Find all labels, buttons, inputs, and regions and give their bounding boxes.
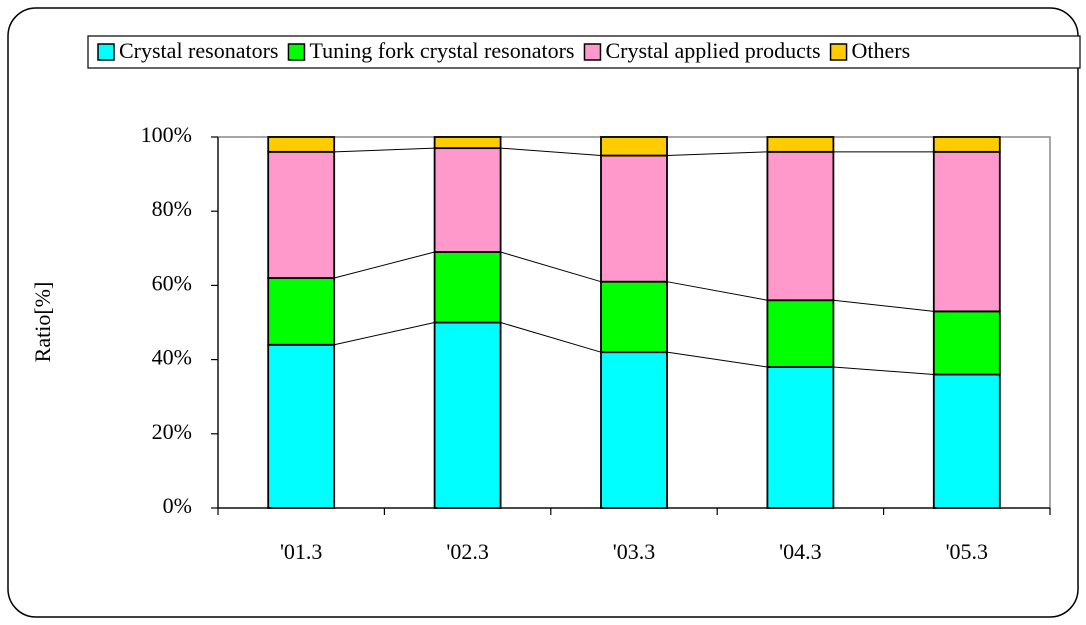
series-line — [666, 281, 768, 301]
bar-segment — [932, 373, 1001, 509]
series-line — [833, 299, 934, 312]
bar-segment — [267, 136, 336, 153]
x-tick-label: '05.3 — [946, 539, 988, 564]
bar-segment — [267, 277, 336, 346]
y-tick-label: 0% — [163, 493, 192, 518]
bar-segment — [600, 351, 668, 509]
bar-segment — [267, 343, 336, 509]
y-tick-label: 40% — [152, 345, 192, 370]
x-tick-label: '01.3 — [280, 539, 322, 564]
bar-segment — [932, 310, 1001, 376]
x-tick-label: '02.3 — [446, 539, 488, 564]
legend-label: Crystal resonators — [119, 38, 278, 63]
legend-swatch — [583, 43, 602, 61]
bar-segment — [766, 150, 835, 302]
series-line — [334, 251, 435, 279]
series-line — [500, 147, 602, 157]
y-tick-label: 20% — [152, 419, 192, 444]
series-line — [500, 251, 602, 283]
y-tick-label: 60% — [152, 270, 192, 295]
bar-segment — [433, 251, 502, 324]
legend-swatch — [829, 43, 848, 61]
bar-segment — [600, 280, 668, 354]
bar-segment — [766, 299, 835, 368]
series-line — [334, 147, 435, 153]
bar-segment — [932, 150, 1001, 313]
y-tick-label: 100% — [141, 122, 192, 147]
bar-segment — [600, 154, 668, 283]
y-axis-label: Ratio[%] — [30, 282, 55, 363]
legend-label: Crystal applied products — [605, 38, 820, 63]
series-line — [666, 151, 768, 157]
y-tick-label: 80% — [152, 196, 192, 221]
series-line — [500, 322, 602, 353]
bar-segment — [932, 136, 1001, 153]
legend-label: Tuning fork crystal resonators — [309, 38, 574, 63]
bar-segment — [267, 150, 336, 279]
bar-segment — [433, 321, 502, 509]
series-line — [833, 366, 934, 375]
legend-swatch — [287, 43, 306, 61]
bar-segment — [600, 136, 668, 157]
bar-segment — [766, 366, 835, 509]
bar-segment — [433, 147, 502, 253]
legend-swatch — [97, 43, 115, 61]
bar-segment — [766, 136, 835, 153]
legend-label: Others — [852, 38, 911, 63]
x-tick-label: '04.3 — [779, 539, 821, 564]
series-line — [666, 351, 768, 368]
series-line — [334, 322, 435, 346]
bar-segment — [433, 136, 502, 150]
x-tick-label: '03.3 — [613, 539, 655, 564]
